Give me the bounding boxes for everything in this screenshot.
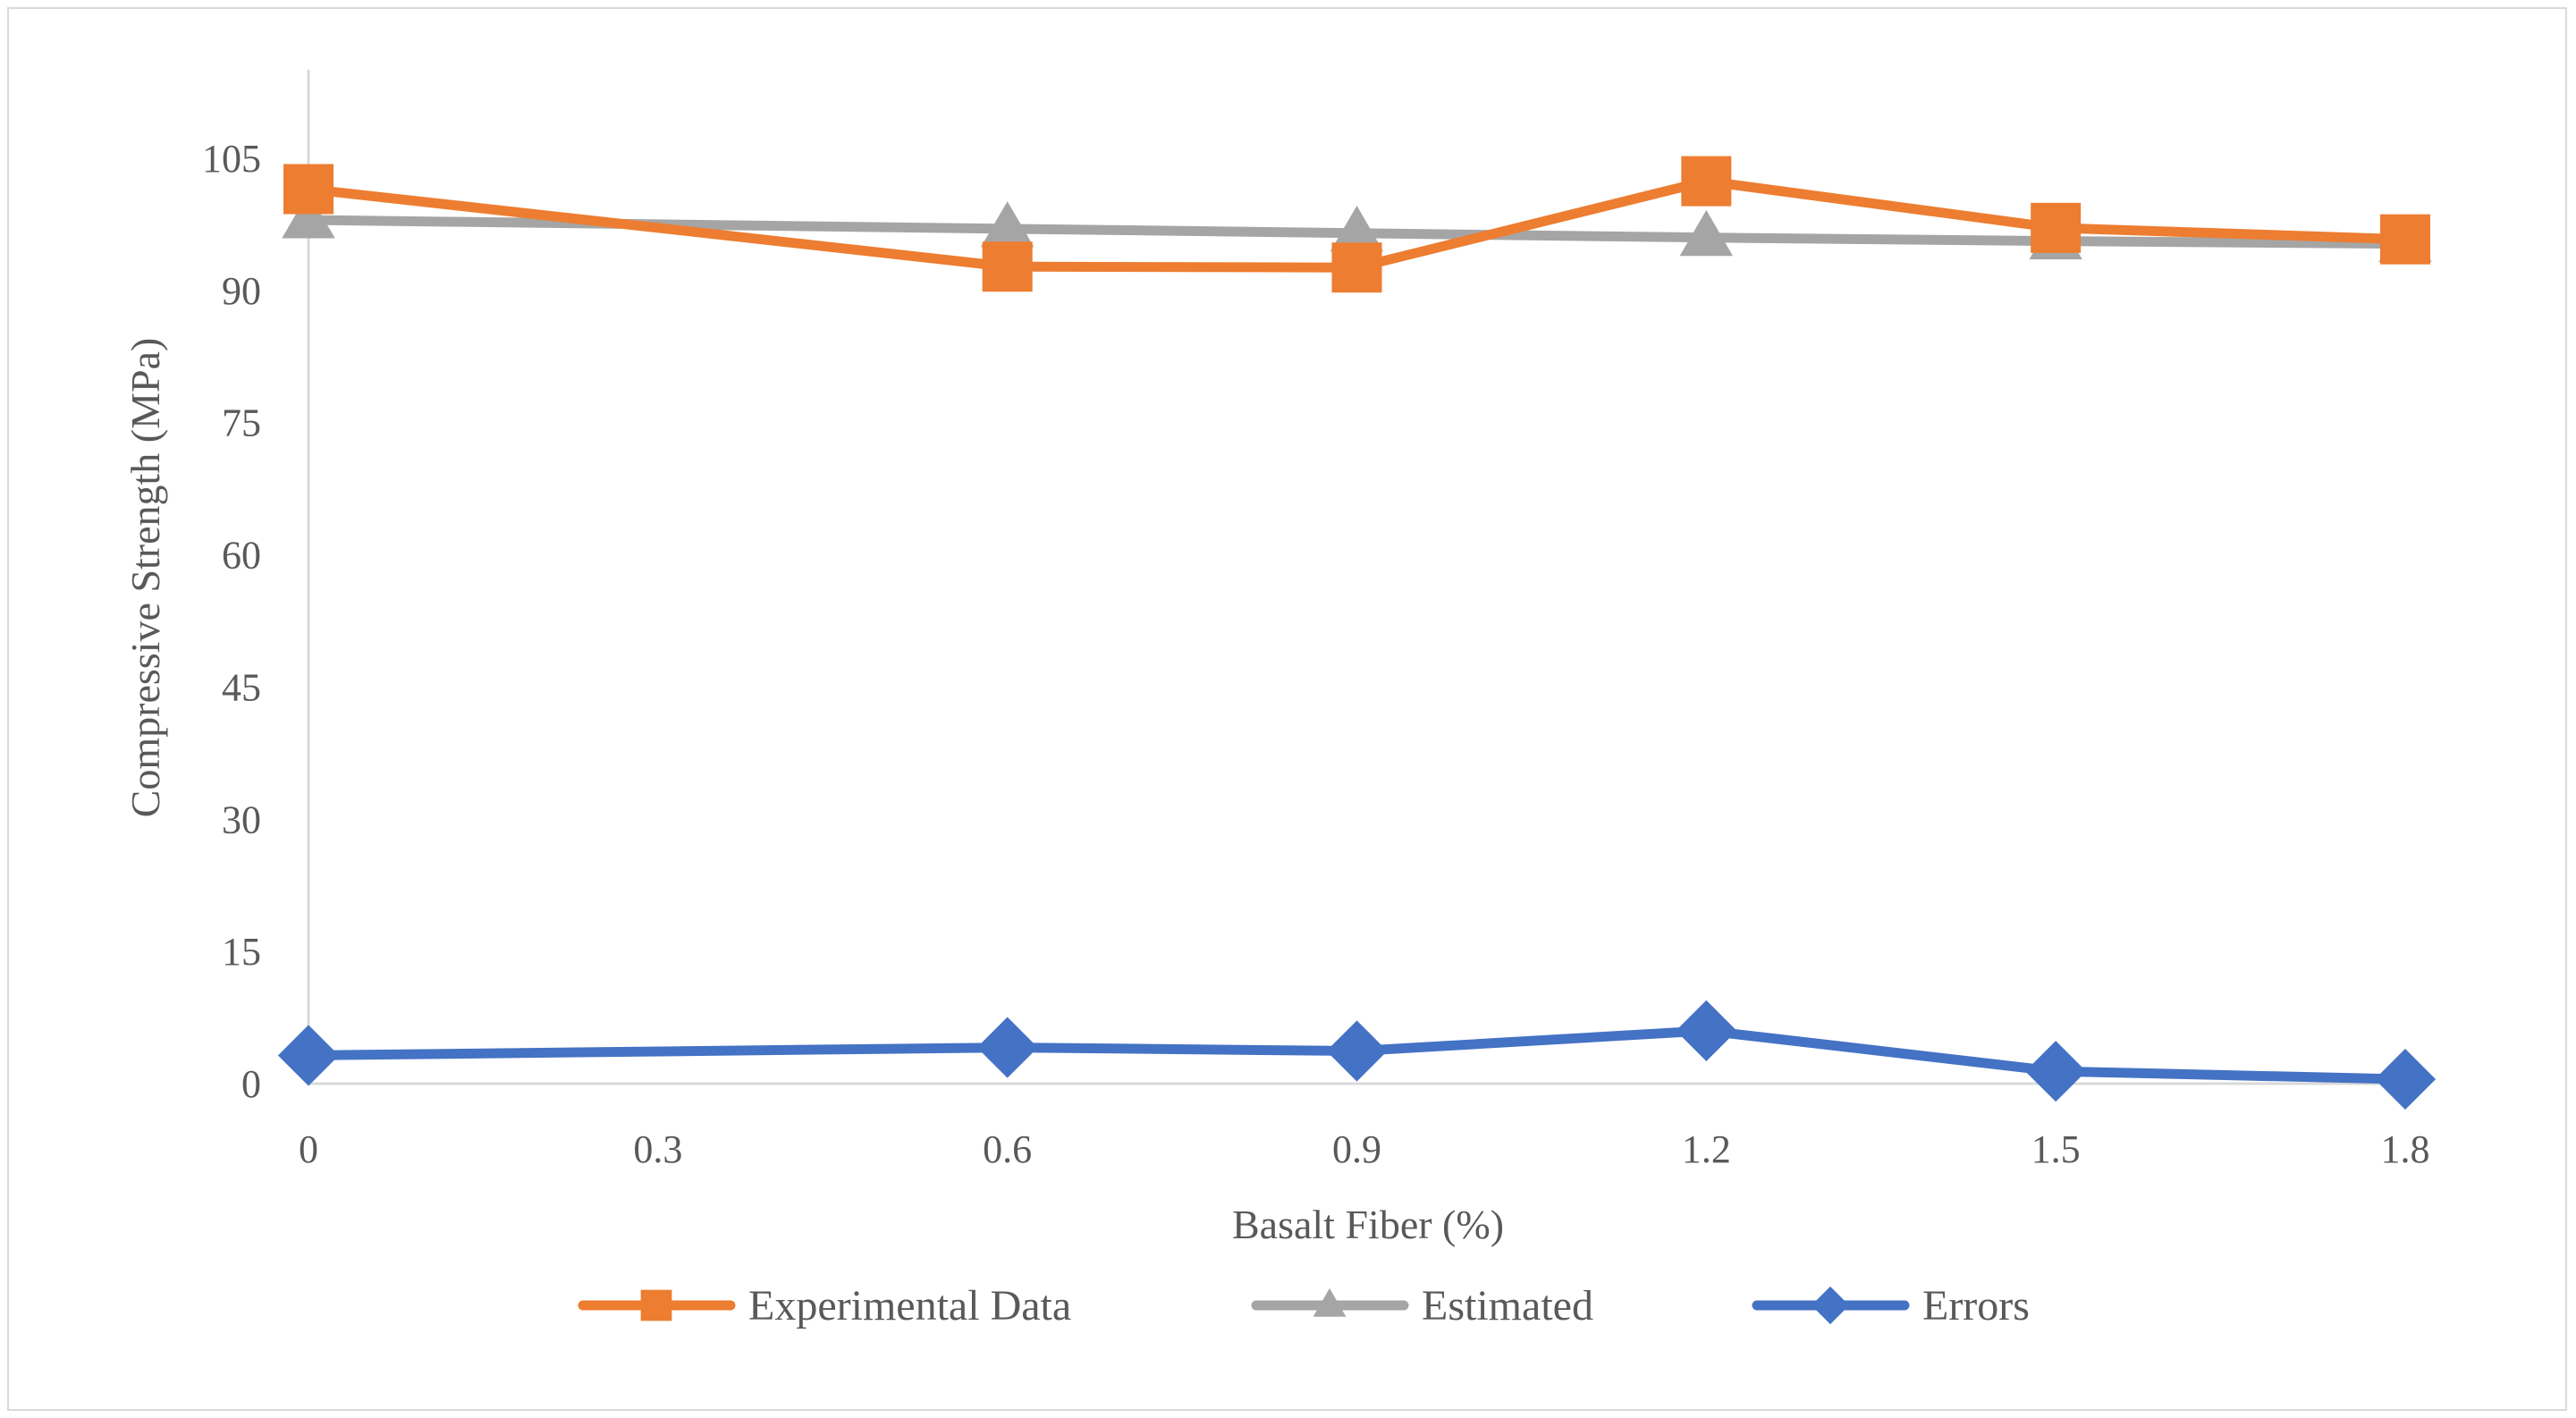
data-point-experimental-data <box>2031 202 2082 253</box>
x-tick-label: 1.2 <box>1682 1127 1731 1171</box>
data-point-errors <box>1676 1000 1737 1061</box>
series-experimental-data <box>283 156 2430 293</box>
data-point-estimated <box>980 201 1035 248</box>
legend-marker <box>1811 1286 1850 1325</box>
y-tick-label: 75 <box>222 401 261 445</box>
data-point-experimental-data <box>982 241 1033 292</box>
legend-label: Experimental Data <box>748 1282 1071 1329</box>
y-tick-label: 15 <box>222 930 261 974</box>
y-tick-labels: 0 15 30 45 60 75 90 105 <box>202 137 261 1106</box>
y-tick-label: 105 <box>202 137 261 181</box>
legend-label: Errors <box>1922 1282 2030 1329</box>
legend-label: Estimated <box>1422 1282 1593 1329</box>
series-line-experimental-data <box>303 176 2411 273</box>
legend: Experimental Data Estimated Errors <box>578 1282 2030 1329</box>
data-point-errors <box>277 1025 340 1086</box>
data-point-errors <box>976 1017 1038 1078</box>
data-point-estimated <box>1679 209 1734 257</box>
series-errors <box>277 1000 2437 1110</box>
series-line-errors <box>303 1026 2411 1085</box>
y-tick-label: 60 <box>222 534 261 578</box>
x-tick-label: 1.5 <box>2031 1127 2081 1171</box>
data-point-errors <box>2374 1048 2437 1110</box>
x-tick-label: 1.8 <box>2381 1127 2430 1171</box>
data-point-errors <box>2025 1041 2087 1102</box>
data-point-experimental-data <box>1331 242 1382 293</box>
y-tick-label: 0 <box>241 1062 261 1106</box>
legend-entry-experimental-data: Experimental Data <box>578 1282 1071 1329</box>
series-layer <box>277 156 2437 1110</box>
legend-entry-estimated: Estimated <box>1251 1282 1593 1329</box>
x-axis-title: Basalt Fiber (%) <box>1232 1202 1504 1247</box>
x-tick-labels: 0 0.3 0.6 0.9 1.2 1.5 1.8 <box>299 1127 2430 1171</box>
x-tick-label: 0.6 <box>983 1127 1032 1171</box>
data-point-estimated <box>282 192 335 239</box>
x-tick-label: 0 <box>299 1127 318 1171</box>
y-tick-label: 30 <box>222 798 261 841</box>
data-point-estimated <box>1330 206 1384 252</box>
y-tick-label: 45 <box>222 665 261 709</box>
data-point-experimental-data <box>2380 214 2430 265</box>
y-axis-title: Compressive Strength (MPa) <box>122 338 168 818</box>
data-point-errors <box>1326 1020 1388 1082</box>
y-tick-label: 90 <box>222 269 261 313</box>
legend-marker <box>640 1289 672 1321</box>
x-tick-label: 0.9 <box>1332 1127 1381 1171</box>
legend-entry-errors: Errors <box>1752 1282 2030 1329</box>
series-line-estimated <box>303 215 2411 249</box>
legend-marker <box>1313 1287 1347 1317</box>
data-point-experimental-data <box>1681 156 1732 207</box>
x-tick-label: 0.3 <box>633 1127 682 1171</box>
data-point-experimental-data <box>283 164 334 215</box>
